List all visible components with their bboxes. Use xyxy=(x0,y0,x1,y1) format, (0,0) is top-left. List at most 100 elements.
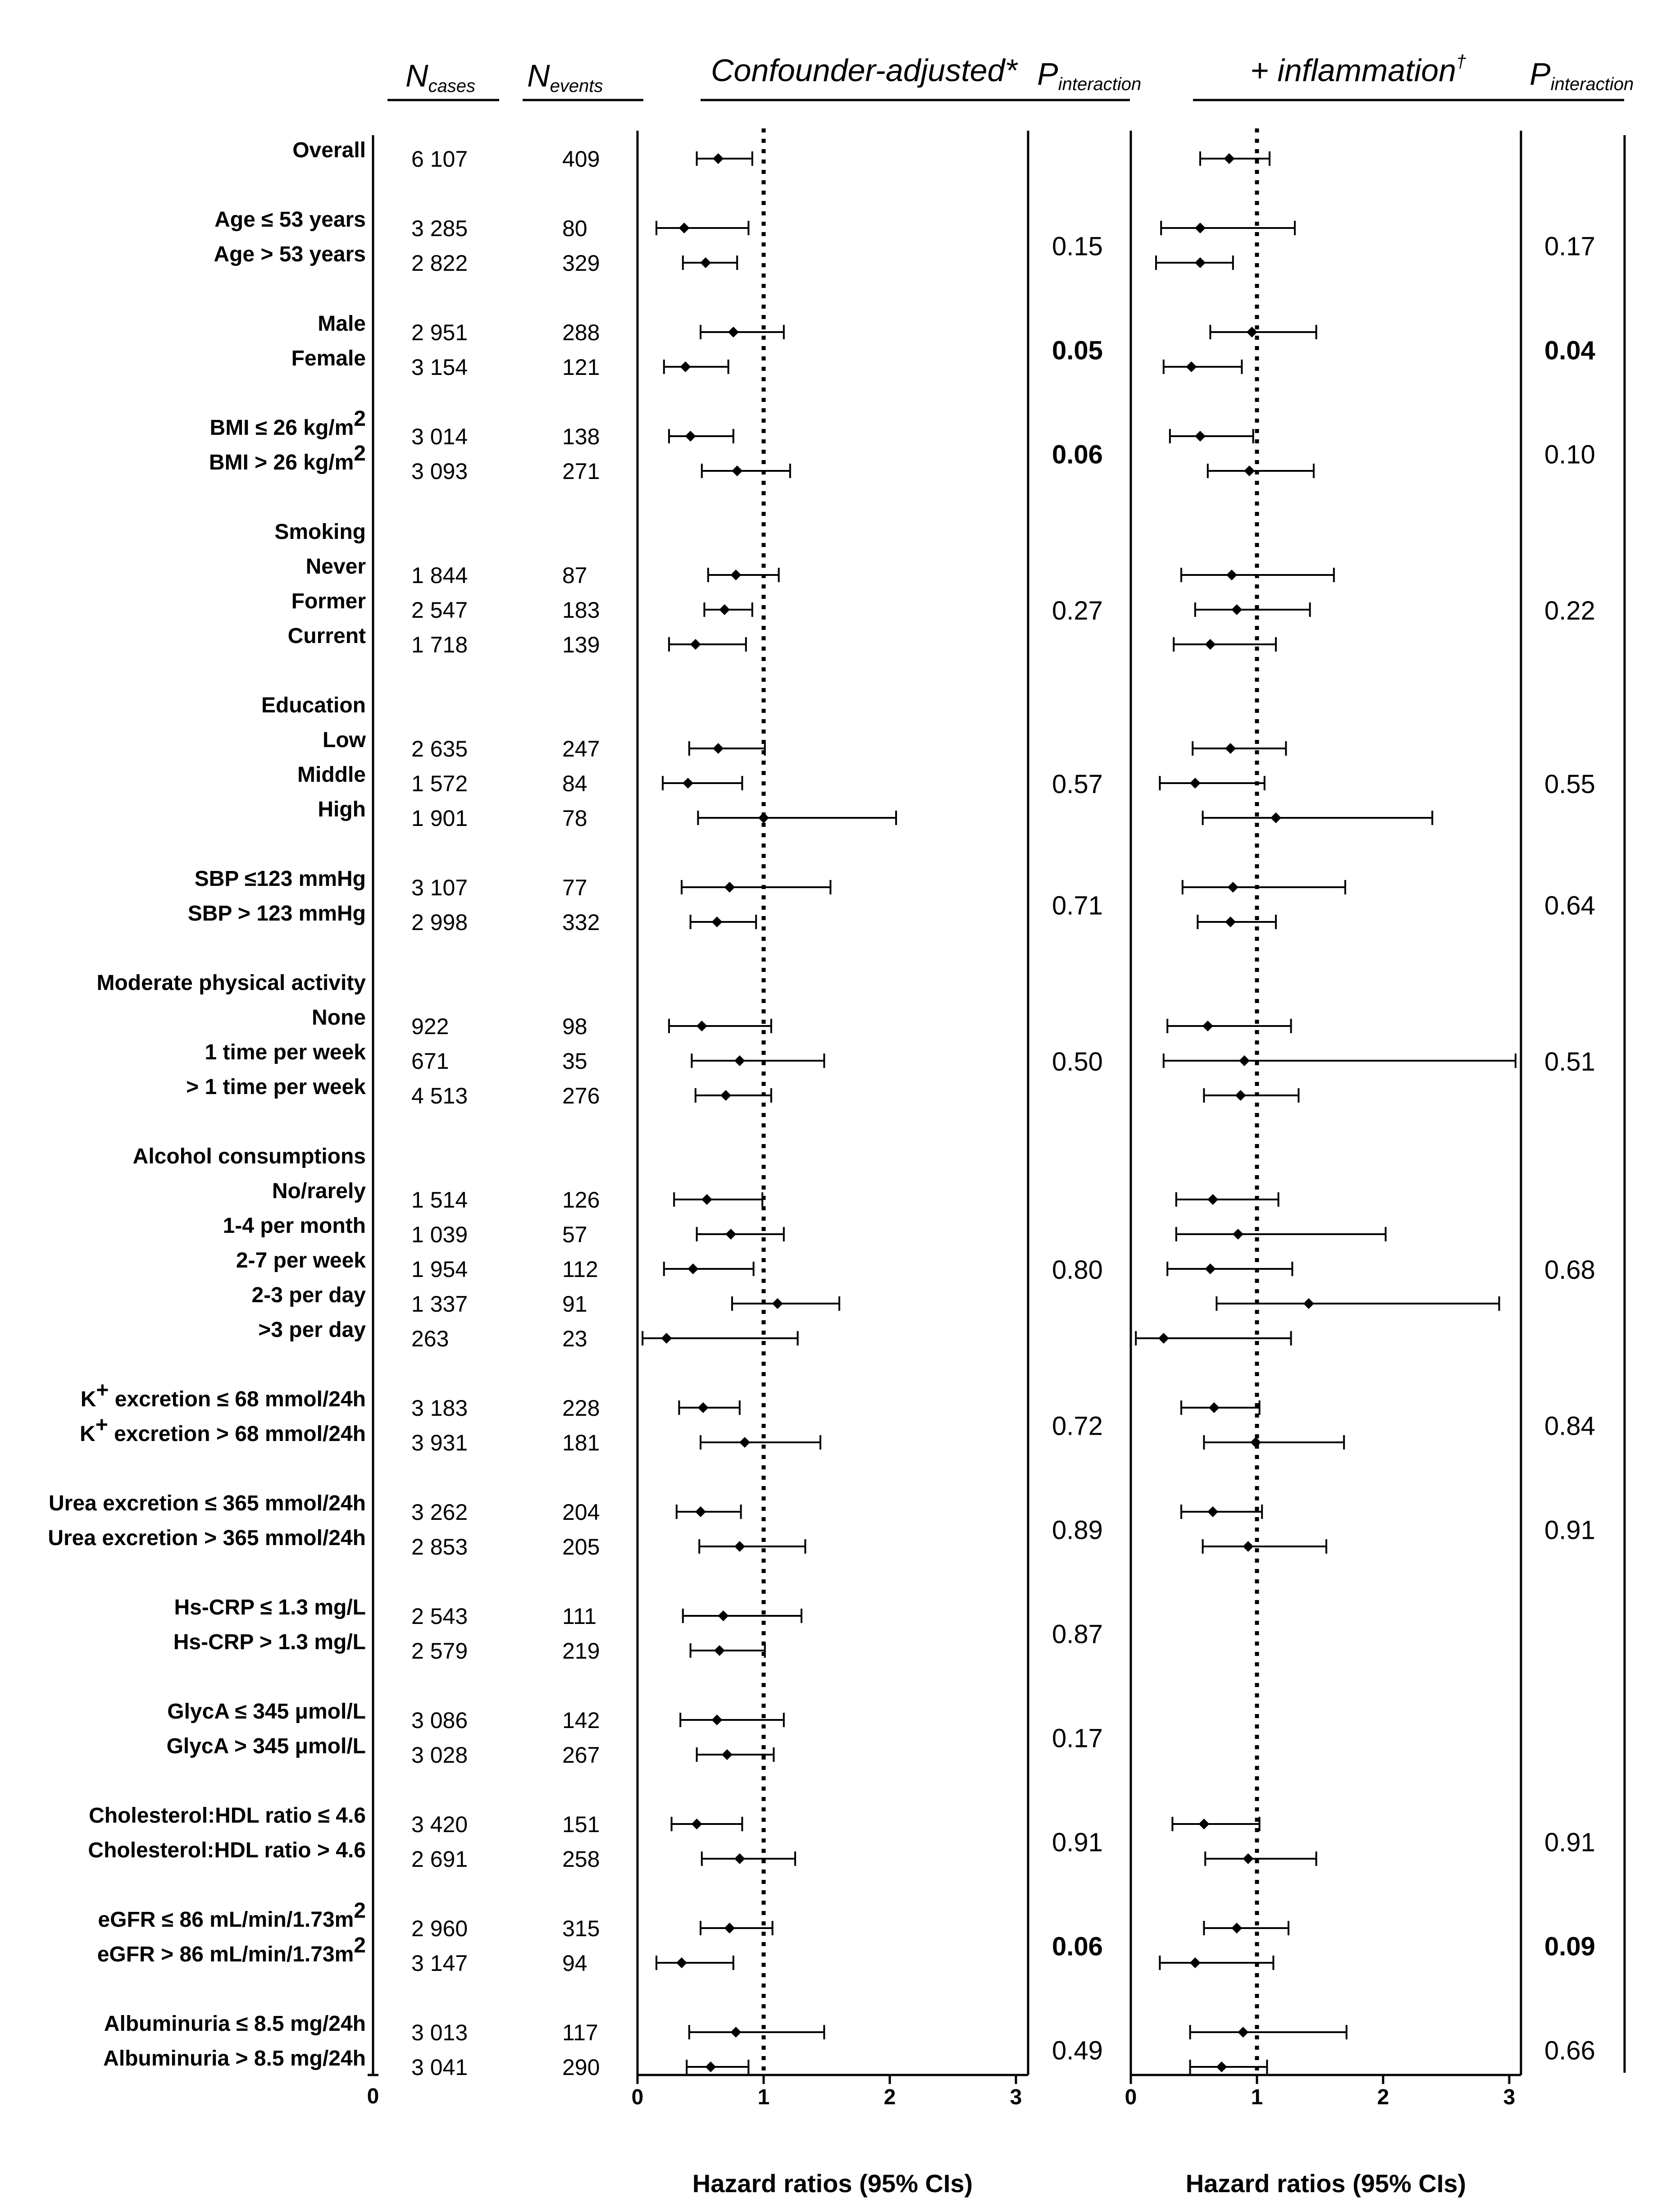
row-label-text-10: Current xyxy=(288,624,366,648)
row-label-text2-27: excretion ≤ 68 mmol/24h xyxy=(109,1387,366,1411)
row-label-text-33: GlycA ≤ 345 μmol/L xyxy=(167,1700,366,1724)
estimate-b-26-point xyxy=(1158,1333,1169,1344)
p-interaction-a-14: 0.49 xyxy=(1052,2036,1103,2066)
row-label-text-27: K xyxy=(81,1387,96,1411)
ncases-value-32: 2 579 xyxy=(411,1638,468,1664)
p-interaction-header-a: Pinteraction xyxy=(1037,56,1141,94)
estimate-b-15-point xyxy=(1227,882,1238,893)
estimate-b-39-point xyxy=(1238,2027,1249,2038)
estimate-a-1-point xyxy=(678,223,690,233)
estimate-b-37-point xyxy=(1231,1923,1243,1934)
x-tick-label-a-2: 2 xyxy=(884,2085,896,2109)
estimate-a-26-point xyxy=(661,1333,672,1344)
p-interaction-b-12: 0.91 xyxy=(1544,1828,1595,1857)
p-interaction-a-3: 0.27 xyxy=(1052,596,1103,625)
row-label-text2-28: excretion > 68 mmol/24h xyxy=(108,1422,366,1446)
estimate-b-16-point xyxy=(1225,917,1236,927)
row-label-14: High xyxy=(318,798,366,821)
ncases-value-34: 3 028 xyxy=(411,1742,468,1768)
row-label-sup-37: 2 xyxy=(354,1899,366,1923)
row-label-text-8: Never xyxy=(306,555,366,579)
row-label-text-22: No/rarely xyxy=(272,1179,366,1203)
row-label-text-16: SBP > 123 mmHg xyxy=(188,902,366,926)
row-label-13: Middle xyxy=(297,763,366,787)
estimate-b-0-point xyxy=(1224,153,1235,164)
row-label-text-1: Age ≤ 53 years xyxy=(214,208,366,232)
row-label-sup-6: 2 xyxy=(354,442,366,465)
estimate-b-40-point xyxy=(1216,2061,1227,2072)
estimate-a-35-point xyxy=(691,1819,702,1829)
estimate-a-38-point xyxy=(676,1957,687,1968)
row-label-text-18: None xyxy=(312,1006,366,1030)
p-interaction-b-13: 0.09 xyxy=(1544,1932,1595,1961)
p-interaction-b-9: 0.91 xyxy=(1544,1516,1595,1545)
estimate-a-25-point xyxy=(772,1298,783,1309)
estimate-a-37-point xyxy=(724,1923,735,1934)
p-interaction-a-13: 0.06 xyxy=(1052,1932,1103,1961)
column-headers: Ncases Nevents Confounder-adjusted* Pint… xyxy=(387,52,1634,101)
ncases-value-40: 3 041 xyxy=(411,2055,468,2080)
ncases-value-0: 6 107 xyxy=(411,146,468,172)
row-label-sup-38: 2 xyxy=(354,1934,366,1957)
nevents-value-4: 121 xyxy=(562,355,600,380)
ncases-value-20: 4 513 xyxy=(411,1083,468,1108)
ncases-value-28: 3 931 xyxy=(411,1430,468,1455)
ncases-value-12: 2 635 xyxy=(411,736,468,762)
row-label-36: Cholesterol:HDL ratio > 4.6 xyxy=(88,1838,366,1862)
ncases-value-37: 2 960 xyxy=(411,1916,468,1941)
p-interaction-a-1: 0.05 xyxy=(1052,336,1103,365)
estimate-b-9-point xyxy=(1231,604,1243,615)
estimate-a-14-point xyxy=(758,812,769,823)
row-label-0: Overall xyxy=(292,138,366,162)
row-label-38: eGFR > 86 mL/min/1.73m2 xyxy=(97,1934,366,1966)
row-label-text-21: Alcohol consumptions xyxy=(133,1145,366,1168)
nevents-value-31: 111 xyxy=(562,1604,596,1629)
ncases-axis-tick-label: 0 xyxy=(367,2084,379,2108)
row-label-text-11: Education xyxy=(261,693,366,717)
ncases-value-6: 3 093 xyxy=(411,459,468,484)
estimate-a-2-point xyxy=(700,257,711,268)
estimate-b-35-point xyxy=(1198,1819,1210,1829)
row-label-11: Education xyxy=(261,693,366,717)
row-label-text-35: Cholesterol:HDL ratio ≤ 4.6 xyxy=(89,1804,366,1828)
ncases-value-25: 1 337 xyxy=(411,1291,468,1317)
nevents-value-26: 23 xyxy=(562,1326,587,1351)
nevents-value-16: 332 xyxy=(562,910,600,935)
nevents-value-8: 87 xyxy=(562,563,587,588)
ncases-value-35: 3 420 xyxy=(411,1812,468,1837)
nevents-value-1: 80 xyxy=(562,216,587,241)
ncases-value-8: 1 844 xyxy=(411,563,468,588)
estimate-a-40-point xyxy=(705,2061,716,2072)
ncases-value-27: 3 183 xyxy=(411,1395,468,1421)
nevents-value-13: 84 xyxy=(562,771,587,796)
estimate-a-5-point xyxy=(685,431,696,442)
x-axis-title-b: Hazard ratios (95% CIs) xyxy=(1186,2169,1466,2198)
p-interaction-a-9: 0.89 xyxy=(1052,1516,1103,1545)
estimate-b-38-point xyxy=(1189,1957,1201,1968)
estimate-a-27-point xyxy=(697,1402,709,1413)
ncases-value-13: 1 572 xyxy=(411,771,468,796)
ncases-value-31: 2 543 xyxy=(411,1604,468,1629)
row-label-text-31: Hs-CRP ≤ 1.3 mg/L xyxy=(174,1596,366,1619)
ncases-value-2: 2 822 xyxy=(411,251,468,276)
row-label-text-37: eGFR ≤ 86 mL/min/1.73m xyxy=(98,1908,354,1932)
estimate-a-19-point xyxy=(734,1055,745,1066)
estimate-a-32-point xyxy=(714,1645,725,1656)
row-label-sup-5: 2 xyxy=(354,407,366,431)
ncases-value-4: 3 154 xyxy=(411,355,468,380)
nevents-value-19: 35 xyxy=(562,1049,587,1074)
row-label-text-17: Moderate physical activity xyxy=(96,971,366,995)
row-label-text-26: >3 per day xyxy=(258,1318,366,1342)
nevents-value-36: 258 xyxy=(562,1847,600,1872)
ncases-value-1: 3 285 xyxy=(411,216,468,241)
row-label-text-13: Middle xyxy=(297,763,366,787)
p-interaction-a-8: 0.72 xyxy=(1052,1412,1103,1441)
estimate-a-13-point xyxy=(683,778,693,789)
row-label-text-40: Albuminuria > 8.5 mg/24h xyxy=(103,2047,366,2070)
row-label-text-19: 1 time per week xyxy=(205,1040,366,1064)
estimate-b-10-point xyxy=(1205,639,1216,650)
nevents-value-10: 139 xyxy=(562,632,600,657)
nevents-value-12: 247 xyxy=(562,736,600,762)
nevents-value-5: 138 xyxy=(562,424,600,449)
